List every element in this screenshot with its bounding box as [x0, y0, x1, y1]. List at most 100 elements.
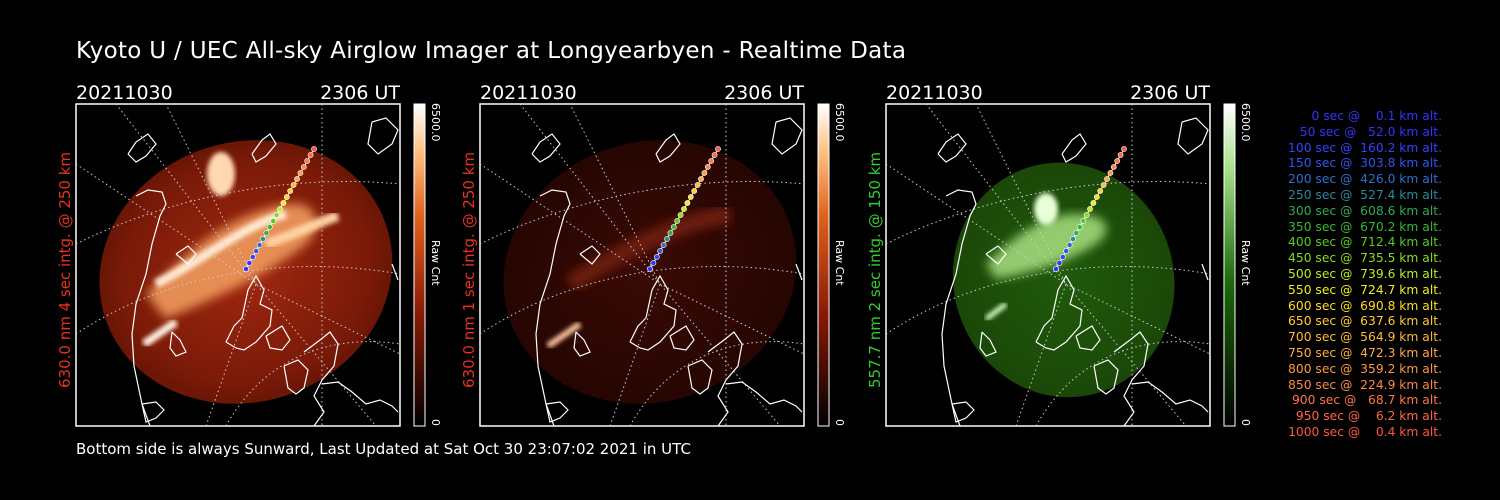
panel-3-date: 20211030: [886, 82, 983, 104]
coastline: [1035, 274, 1083, 351]
legend-entry: 250 sec @ 527.4 km alt.: [1288, 188, 1442, 202]
longitude-line: [75, 163, 401, 355]
trajectory-point: [650, 260, 657, 266]
trajectory-point: [273, 212, 280, 218]
trajectory-point: [297, 170, 304, 176]
trajectory-point: [1083, 212, 1090, 218]
legend-entry: 1000 sec @ 0.4 km alt.: [1288, 425, 1442, 439]
trajectory-point: [1107, 170, 1114, 176]
trajectory-point: [684, 200, 691, 206]
legend-entry: 550 sec @ 724.7 km alt.: [1288, 282, 1442, 297]
trajectory-point: [698, 176, 704, 182]
aurora-patch: [1034, 193, 1058, 225]
legend-entry: 400 sec @ 712.4 km alt.: [1288, 235, 1442, 250]
coastline: [1131, 381, 1209, 413]
trajectory-point: [243, 266, 249, 272]
trajectory-point: [691, 188, 698, 194]
legend-entry: 300 sec @ 608.6 km alt.: [1288, 203, 1442, 218]
legend-entry: 450 sec @ 735.5 km alt.: [1288, 251, 1442, 266]
legend-entry: 700 sec @ 564.9 km alt.: [1288, 330, 1442, 345]
trajectory-point: [270, 218, 277, 224]
page-title: Kyoto U / UEC All-sky Airglow Imager at …: [76, 38, 907, 64]
trajectory-point: [715, 146, 721, 152]
trajectory-point: [660, 242, 667, 248]
legend-entry: 0 sec @ 0.1 km alt.: [1311, 109, 1442, 123]
coastline: [1061, 133, 1087, 163]
legend-entry: 650 sec @ 637.6 km alt.: [1288, 314, 1442, 329]
coastline: [131, 189, 167, 427]
trajectory-point: [1090, 200, 1097, 206]
coastline: [573, 331, 591, 357]
coastline: [795, 263, 803, 281]
trajectory-point: [1100, 182, 1107, 188]
coastline: [391, 263, 399, 281]
trajectory-point: [664, 236, 670, 242]
trajectory-point: [253, 248, 260, 254]
coastline: [169, 331, 187, 357]
trajectory-point: [1121, 146, 1127, 152]
trajectory-point: [283, 194, 290, 200]
legend-entry: 150 sec @ 303.8 km alt.: [1288, 156, 1442, 171]
panel-3: [885, 103, 1236, 427]
trajectory-point: [1059, 254, 1066, 260]
coastline: [669, 325, 695, 351]
coastline: [579, 245, 601, 265]
coastline: [1113, 331, 1149, 427]
trajectory-point: [304, 158, 311, 164]
coastline: [141, 401, 165, 423]
longitude-line: [165, 103, 257, 427]
trajectory-point: [704, 164, 711, 170]
panel-1-date: 20211030: [76, 82, 173, 104]
trajectory-point: [256, 242, 263, 248]
longitude-line: [885, 163, 1211, 355]
legend-entry: 850 sec @ 224.9 km alt.: [1288, 377, 1442, 392]
trajectory-point: [290, 182, 297, 188]
trajectory-point: [249, 254, 256, 260]
trajectory-point: [657, 248, 664, 254]
legend-entry: 100 sec @ 160.2 km alt.: [1288, 140, 1442, 155]
coastline: [175, 245, 197, 265]
trajectory-point: [647, 266, 653, 272]
trajectory-point: [266, 224, 273, 230]
coastline: [531, 133, 561, 163]
panel-2-date: 20211030: [480, 82, 577, 104]
colorbar: [817, 103, 830, 427]
coastline: [545, 401, 569, 423]
colorbar: [1223, 103, 1236, 427]
longitude-line: [519, 103, 781, 427]
trajectory-point: [246, 260, 253, 266]
trajectory-point: [677, 212, 684, 218]
panel-2: [479, 103, 830, 427]
coastline: [629, 274, 677, 351]
trajectory-point: [1070, 236, 1076, 242]
longitude-line: [115, 103, 377, 427]
aurora-patch: [207, 152, 235, 196]
trajectory-point: [1056, 260, 1063, 266]
aurora-streak: [141, 318, 179, 348]
legend-entry: 900 sec @ 68.7 km alt.: [1291, 393, 1442, 408]
legend-entry: 950 sec @ 6.2 km alt.: [1295, 409, 1442, 424]
trajectory-point: [708, 158, 715, 164]
coastline: [1075, 325, 1101, 351]
trajectory-point: [277, 206, 283, 212]
trajectory-point: [1080, 218, 1087, 224]
trajectory-point: [1114, 158, 1121, 164]
trajectory-point: [307, 152, 314, 158]
trajectory-point: [1104, 176, 1110, 182]
trajectory-point: [260, 236, 266, 242]
trajectory-point: [687, 194, 694, 200]
trajectory-point: [1073, 230, 1080, 236]
trajectory-point: [1076, 224, 1083, 230]
coastline: [725, 381, 803, 413]
coastline: [655, 133, 681, 163]
longitude-line: [569, 103, 661, 427]
panel-1-time: 2306 UT: [320, 82, 400, 104]
trajectory-point: [701, 170, 708, 176]
legend-entry: 50 sec @ 52.0 km alt.: [1299, 124, 1442, 139]
legend-entry: 750 sec @ 472.3 km alt.: [1288, 346, 1442, 360]
legend-entry: 800 sec @ 359.2 km alt.: [1288, 361, 1442, 376]
trajectory-point: [681, 206, 687, 212]
aurora-arc: [146, 203, 317, 319]
trajectory-point: [1097, 188, 1104, 194]
coastline: [1201, 263, 1209, 281]
